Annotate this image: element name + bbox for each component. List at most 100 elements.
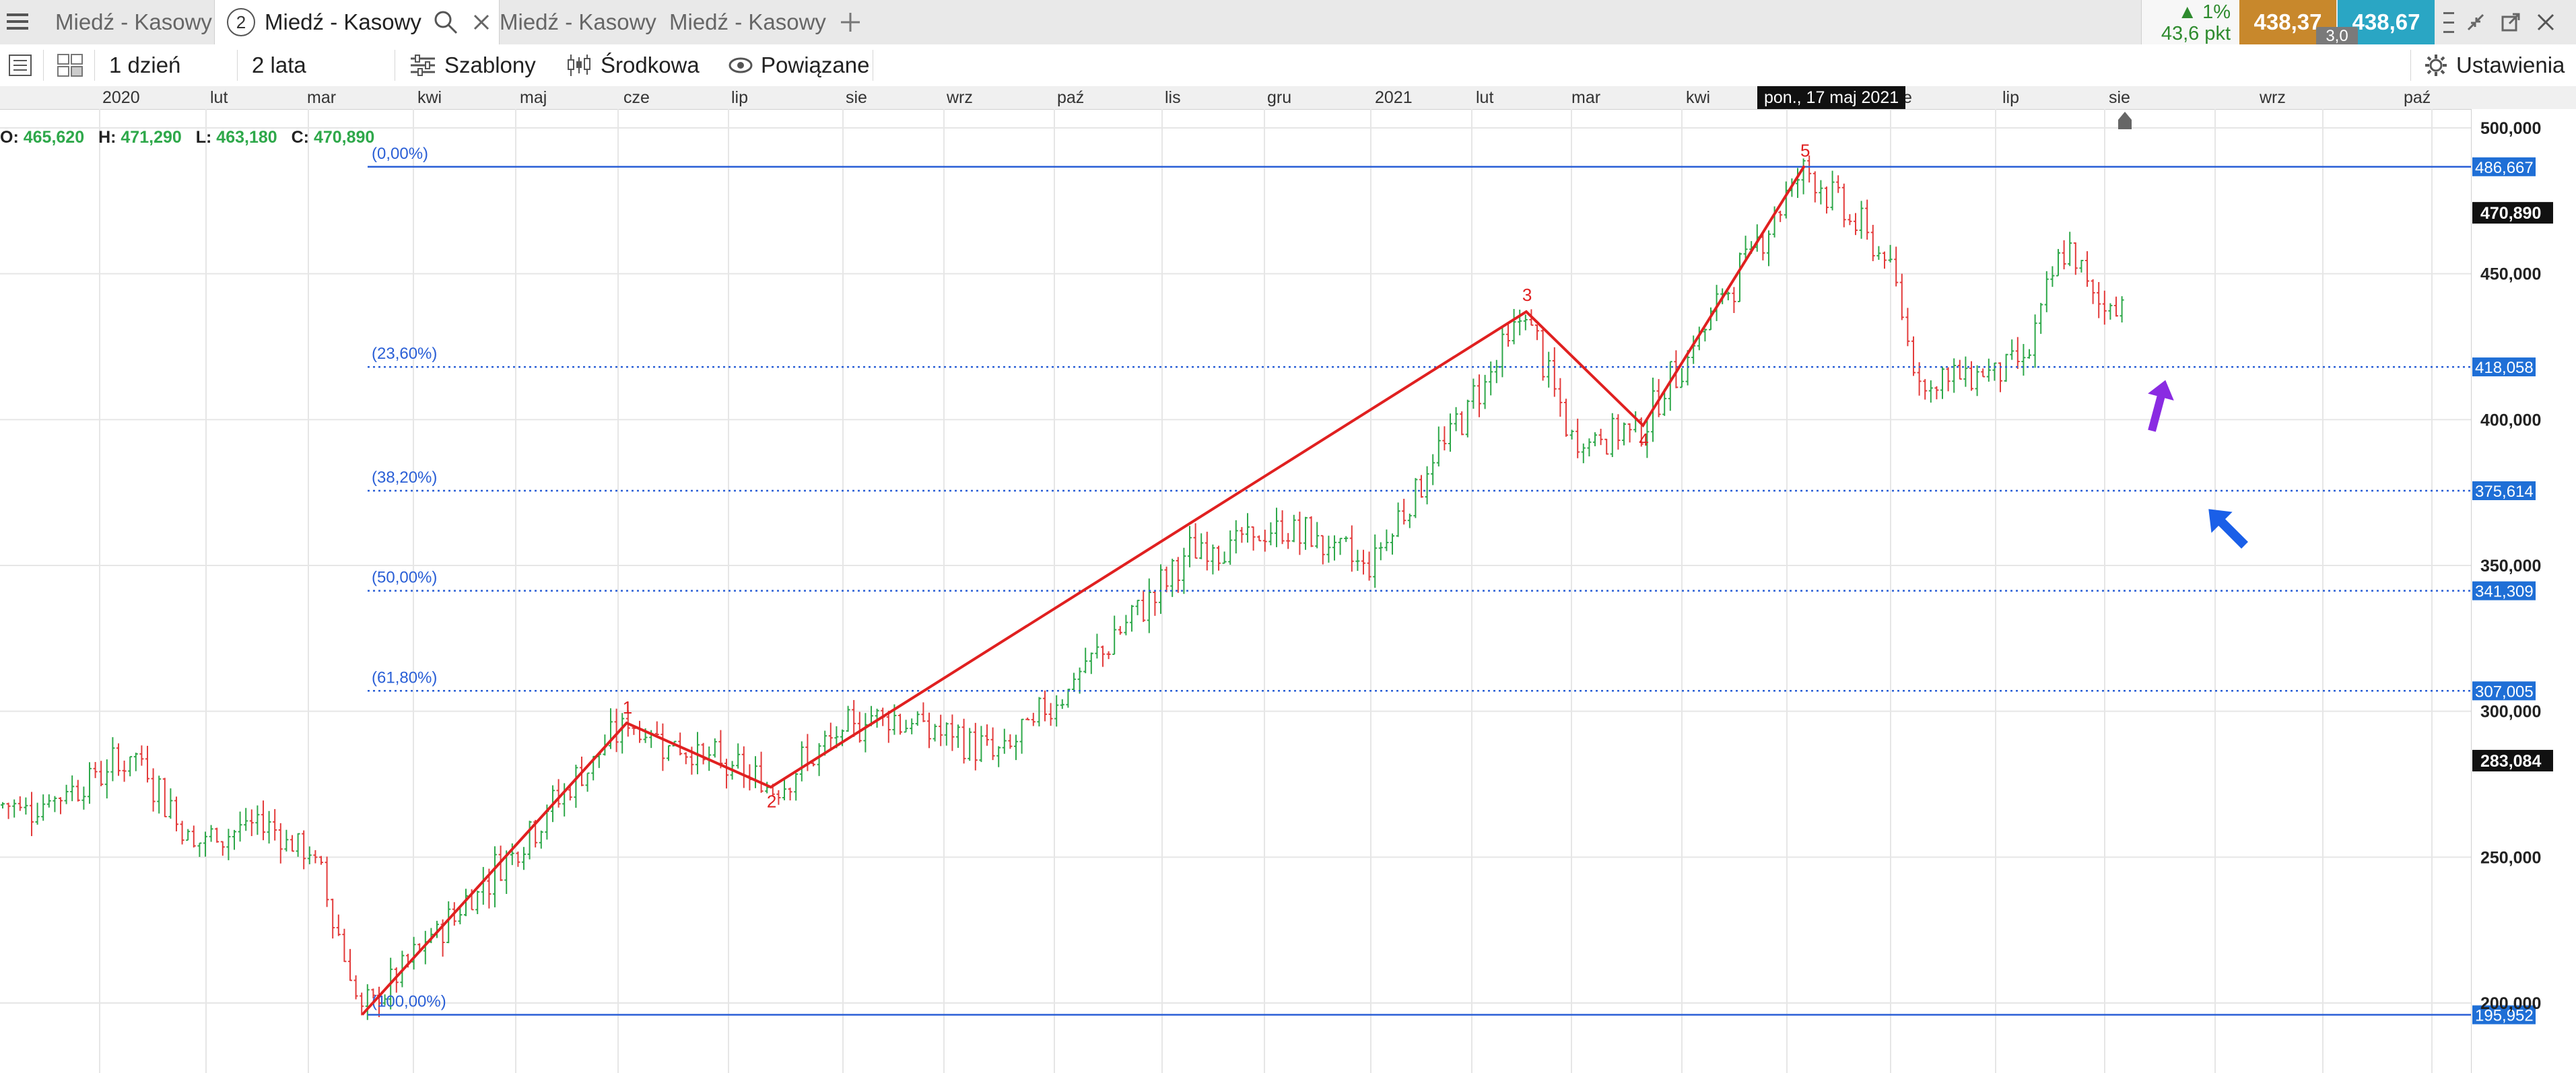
current-price-tag: [2472, 202, 2553, 224]
home-marker: [2118, 112, 2132, 129]
time-label: lip: [2002, 88, 2020, 107]
chart-toolbar: 1 dzień 2 lata Szablony Środkowa Powiąza…: [0, 44, 2576, 87]
spread-badge: 3,0: [2316, 27, 2358, 46]
time-label: 2020: [102, 88, 140, 107]
close-tab-icon[interactable]: [471, 12, 492, 32]
price-tick-label: 450,000: [2480, 265, 2541, 284]
change-percent: ▲ 1%: [2177, 1, 2231, 23]
candlestick-icon: [568, 55, 590, 76]
price-tick-label: 250,000: [2480, 848, 2541, 867]
blue-arrow-shape: [2208, 509, 2248, 549]
tab-number-badge: 2: [227, 8, 255, 36]
collapse-icon[interactable]: [2466, 12, 2486, 32]
range-dropdown[interactable]: 2 lata: [252, 53, 306, 77]
time-label: paź: [2404, 88, 2431, 107]
fib-level-label: (0,00%): [372, 145, 428, 163]
wave-label: 5: [1800, 140, 1810, 160]
time-label: lis: [1165, 88, 1181, 107]
high-label: H:: [98, 128, 116, 147]
close-value: 470,890: [313, 128, 375, 147]
time-label: 2021: [1375, 88, 1413, 107]
tab-label: Miedź - Kasowy: [265, 9, 421, 34]
fib-level-label: (38,20%): [372, 469, 437, 487]
fib-axis-value: 341,309: [2475, 583, 2534, 601]
marker-price-value: 283,084: [2480, 752, 2541, 771]
open-label: O:: [0, 128, 19, 147]
time-label: maj: [520, 88, 547, 107]
indicator-label: Środkowa: [601, 53, 700, 77]
home-marker-shape: [2118, 112, 2132, 129]
fib-axis-tag: [2472, 157, 2536, 176]
fib-axis-tag: [2472, 581, 2536, 600]
time-label: wrz: [2260, 88, 2286, 107]
time-label: lut: [210, 88, 228, 107]
time-label: mar: [307, 88, 337, 107]
fib-axis-value: 418,058: [2475, 359, 2534, 377]
change-points: 43,6 pkt: [2161, 23, 2231, 44]
candlestick-series: [1, 155, 2124, 1020]
search-icon[interactable]: [432, 9, 459, 36]
add-tab-icon[interactable]: [839, 11, 862, 34]
price-chart[interactable]: (0,00%) 486,667 (23,60%) 418,058 (38,20%) 375…: [0, 109, 2576, 1073]
current-price-value: 470,890: [2480, 204, 2541, 223]
gear-icon: [2425, 55, 2447, 76]
purple-arrow-shape: [2148, 380, 2174, 432]
interval-dropdown[interactable]: 1 dzień: [109, 53, 181, 77]
settings-button[interactable]: Ustawienia: [2424, 44, 2565, 86]
time-label: mar: [1571, 88, 1601, 107]
time-label: lut: [1476, 88, 1494, 107]
time-label: kwi: [417, 88, 442, 107]
templates-button[interactable]: Szablony: [409, 44, 536, 86]
tab-4[interactable]: Miedź - Kasowy: [656, 0, 831, 44]
price-tick-label: 350,000: [2480, 557, 2541, 576]
wave-label: 3: [1522, 285, 1532, 305]
tab-3[interactable]: Miedź - Kasowy: [486, 0, 668, 44]
fib-axis-tag: [2472, 481, 2536, 501]
blue-arrow: [2208, 509, 2248, 549]
bid-price-button[interactable]: 438,37: [2239, 0, 2336, 44]
tab-1[interactable]: Miedź - Kasowy: [39, 0, 232, 44]
wave-label: 4: [1639, 429, 1648, 450]
layout-icon[interactable]: [57, 53, 83, 77]
wave-label: 2: [767, 791, 776, 811]
ask-price-button[interactable]: 438,67: [2338, 0, 2435, 44]
tab-label: Miedź - Kasowy: [669, 9, 826, 34]
time-label: wrz: [947, 88, 973, 107]
time-label: lip: [731, 88, 749, 107]
popout-icon[interactable]: [2501, 12, 2521, 32]
purple-arrow: [2148, 380, 2174, 432]
ohlc-readout: O: 465,620 H: 471,290 L: 463,180 C: 470,…: [0, 128, 374, 147]
close-window-icon[interactable]: [2536, 12, 2556, 32]
list-view-icon[interactable]: [8, 54, 32, 77]
time-label: sie: [846, 88, 867, 107]
indicator-button[interactable]: Środkowa: [566, 44, 700, 86]
fib-axis-value: 375,614: [2475, 483, 2534, 501]
fibonacci-retracement: (0,00%) 486,667 (23,60%) 418,058 (38,20%) 375…: [368, 145, 2536, 1025]
fib-level-label: (100,00%): [372, 993, 446, 1011]
time-label: sie: [2109, 88, 2130, 107]
high-value: 471,290: [121, 128, 182, 147]
time-label: paź: [1057, 88, 1085, 107]
date-tooltip: pon., 17 maj 2021: [1757, 86, 1906, 109]
fib-level-label: (23,60%): [372, 345, 437, 363]
time-label: gru: [1267, 88, 1292, 107]
low-value: 463,180: [216, 128, 277, 147]
window-menu-icon[interactable]: [2441, 5, 2456, 40]
fib-axis-value: 486,667: [2475, 159, 2534, 177]
wave-label: 1: [623, 697, 632, 718]
tab-label: Miedź - Kasowy: [500, 9, 656, 34]
fib-axis-tag: [2472, 357, 2536, 377]
templates-label: Szablony: [444, 53, 536, 77]
tab-2-active[interactable]: 2 Miedź - Kasowy: [214, 0, 500, 44]
elliott-wave: 1 2 3 4 5: [361, 140, 1810, 1016]
menu-icon[interactable]: [7, 9, 28, 35]
fib-axis-value: 195,952: [2475, 1007, 2534, 1025]
fib-level-label: (61,80%): [372, 668, 437, 687]
open-value: 465,620: [23, 128, 85, 147]
price-axis-labels: 500,000 450,000 400,000 350,000 300,000 250,0…: [2472, 119, 2553, 1013]
fib-axis-tag: [2472, 681, 2536, 701]
fib-axis-tag: [2472, 1005, 2536, 1025]
time-label: kwi: [1686, 88, 1711, 107]
related-button[interactable]: Powiązane: [728, 44, 869, 86]
price-tick-label: 400,000: [2480, 411, 2541, 429]
